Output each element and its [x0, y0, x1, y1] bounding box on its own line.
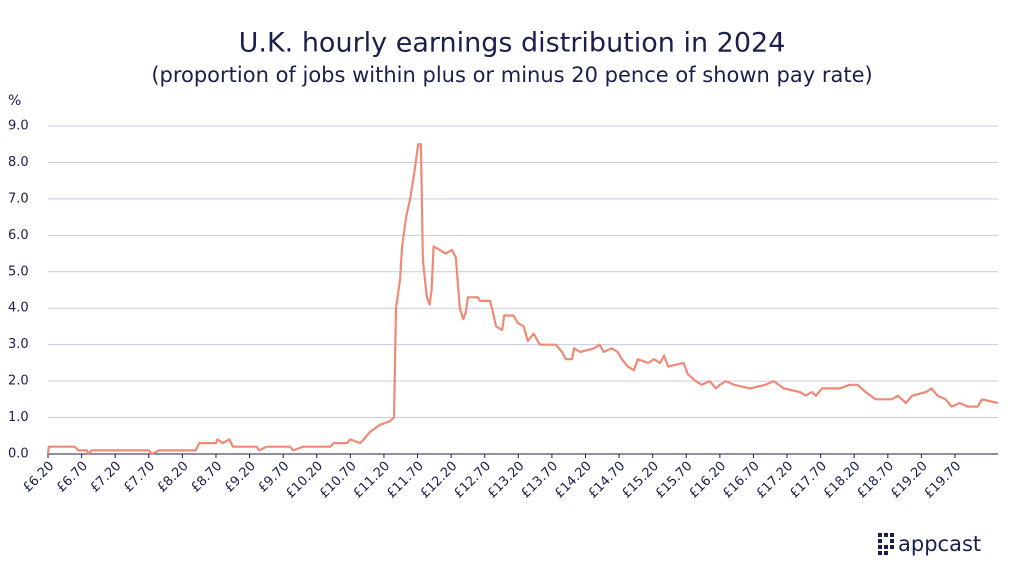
x-tick-label: £11.20 — [350, 459, 393, 502]
x-tick-label: £14.20 — [552, 459, 595, 502]
x-tick-label: £17.70 — [787, 459, 830, 502]
x-tick-label: £16.70 — [720, 459, 763, 502]
y-tick-label: 5.0 — [8, 264, 29, 279]
x-tick-label: £12.20 — [418, 459, 461, 502]
y-tick-label: 6.0 — [8, 228, 29, 243]
x-tick-label: £12.70 — [451, 459, 494, 502]
brand-name: appcast — [898, 532, 981, 556]
y-tick-label: 8.0 — [8, 155, 29, 170]
x-tick-label: £9.20 — [222, 459, 259, 496]
y-tick-label: 0.0 — [8, 447, 29, 462]
x-tick-label: £19.70 — [922, 459, 965, 502]
chart-title: U.K. hourly earnings distribution in 202… — [239, 28, 786, 59]
x-tick-label: £7.70 — [121, 459, 158, 496]
x-tick-label: £8.20 — [155, 459, 192, 496]
x-tick-label: £11.70 — [384, 459, 427, 502]
x-tick-label: £16.20 — [686, 459, 729, 502]
x-tick-label: £14.70 — [586, 459, 629, 502]
x-tick-label: £15.70 — [653, 459, 696, 502]
y-tick-label: 1.0 — [8, 410, 29, 425]
x-tick-label: £6.20 — [20, 459, 57, 496]
x-tick-label: £18.70 — [854, 459, 897, 502]
y-tick-label: 9.0 — [8, 119, 29, 134]
y-tick-label: 2.0 — [8, 374, 29, 389]
y-tick-label: 4.0 — [8, 301, 29, 316]
x-tick-label: £7.20 — [88, 459, 125, 496]
x-tick-label: £13.20 — [485, 459, 528, 502]
data-line — [46, 143, 999, 456]
y-tick-label: 3.0 — [8, 337, 29, 352]
x-tick-label: £17.20 — [754, 459, 797, 502]
x-tick-label: £6.70 — [54, 459, 91, 496]
x-tick-label: £19.20 — [888, 459, 931, 502]
x-tick-label: £15.20 — [619, 459, 662, 502]
x-tick-label: £18.20 — [821, 459, 864, 502]
brand-logo: appcast — [878, 532, 981, 556]
x-tick-label: £10.20 — [283, 459, 326, 502]
chart-subtitle: (proportion of jobs within plus or minus… — [151, 63, 872, 87]
x-tick-label: £13.70 — [518, 459, 561, 502]
y-tick-label: 7.0 — [8, 191, 29, 206]
y-axis-label: % — [8, 93, 21, 109]
x-tick-label: £8.70 — [188, 459, 225, 496]
x-tick-label: £10.70 — [317, 459, 360, 502]
